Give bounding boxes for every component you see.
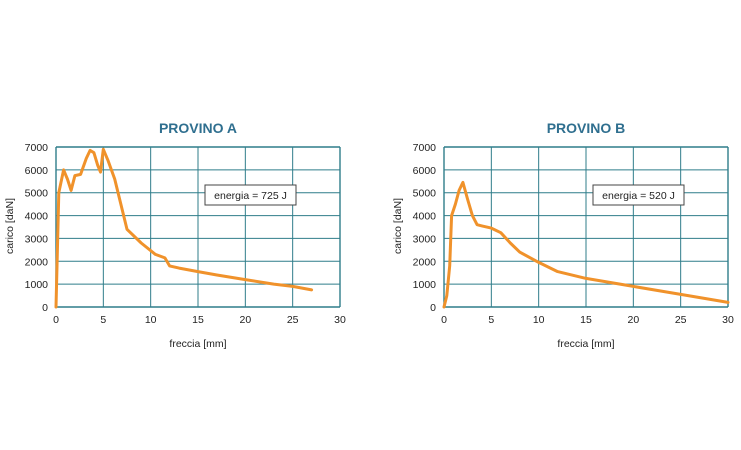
y-tick-label: 0: [42, 302, 48, 314]
chart-provino-a: PROVINO A 0 5 10 15 20 25 30 0 1000 2000 3000 4000…: [4, 120, 346, 350]
x-tick-labels: 0 5 10 15 20 25 30: [53, 314, 346, 326]
y-tick-label: 1000: [25, 279, 49, 291]
chart-provino-b: PROVINO B 0 5 10 15 20 25 30 0 1000 2000 3000 4000…: [392, 120, 734, 350]
grid: [443, 146, 729, 308]
y-tick-label: 3000: [413, 233, 437, 245]
x-tick-label: 0: [441, 314, 447, 326]
y-tick-label: 5000: [25, 188, 49, 200]
y-tick-label: 7000: [25, 142, 49, 154]
annotation-box: [204, 184, 297, 206]
y-tick-label: 4000: [25, 211, 49, 223]
y-tick-label: 7000: [413, 142, 437, 154]
y-tick-label: 5000: [413, 188, 437, 200]
annotation-text: energia = 725 J: [214, 190, 287, 202]
x-tick-label: 0: [53, 314, 59, 326]
chart-title: PROVINO A: [159, 120, 237, 136]
x-tick-label: 30: [722, 314, 734, 326]
x-tick-label: 20: [627, 314, 639, 326]
series-layer: [442, 180, 730, 309]
x-tick-label: 30: [334, 314, 346, 326]
y-tick-label: 6000: [413, 165, 437, 177]
y-tick-label: 6000: [25, 165, 49, 177]
y-axis-label: carico [daN]: [392, 198, 404, 254]
series-line: [54, 147, 314, 309]
y-axis-label: carico [daN]: [4, 198, 16, 254]
x-axis-label: freccia [mm]: [557, 338, 614, 350]
x-tick-label: 15: [192, 314, 204, 326]
chart-title: PROVINO B: [547, 120, 626, 136]
y-tick-label: 2000: [25, 256, 49, 268]
x-tick-label: 20: [239, 314, 251, 326]
x-tick-label: 25: [675, 314, 687, 326]
annotation-box: [592, 184, 685, 206]
y-tick-label: 0: [430, 302, 436, 314]
annotation-text: energia = 520 J: [602, 190, 675, 202]
y-tick-label: 2000: [413, 256, 437, 268]
y-tick-label: 1000: [413, 279, 437, 291]
x-tick-label: 15: [580, 314, 592, 326]
energy-annotation: energia = 520 J: [592, 184, 685, 206]
y-tick-label: 4000: [413, 211, 437, 223]
x-tick-label: 5: [488, 314, 494, 326]
y-tick-label: 3000: [25, 233, 49, 245]
series-layer: [54, 147, 314, 309]
energy-annotation: energia = 725 J: [204, 184, 297, 206]
y-tick-labels: 0 1000 2000 3000 4000 5000 6000 7000: [413, 142, 437, 314]
x-axis-label: freccia [mm]: [169, 338, 226, 350]
x-tick-labels: 0 5 10 15 20 25 30: [441, 314, 734, 326]
x-tick-label: 10: [533, 314, 545, 326]
y-tick-labels: 0 1000 2000 3000 4000 5000 6000 7000: [25, 142, 49, 314]
x-tick-label: 25: [287, 314, 299, 326]
series-line: [442, 180, 730, 309]
x-tick-label: 10: [145, 314, 157, 326]
x-tick-label: 5: [100, 314, 106, 326]
